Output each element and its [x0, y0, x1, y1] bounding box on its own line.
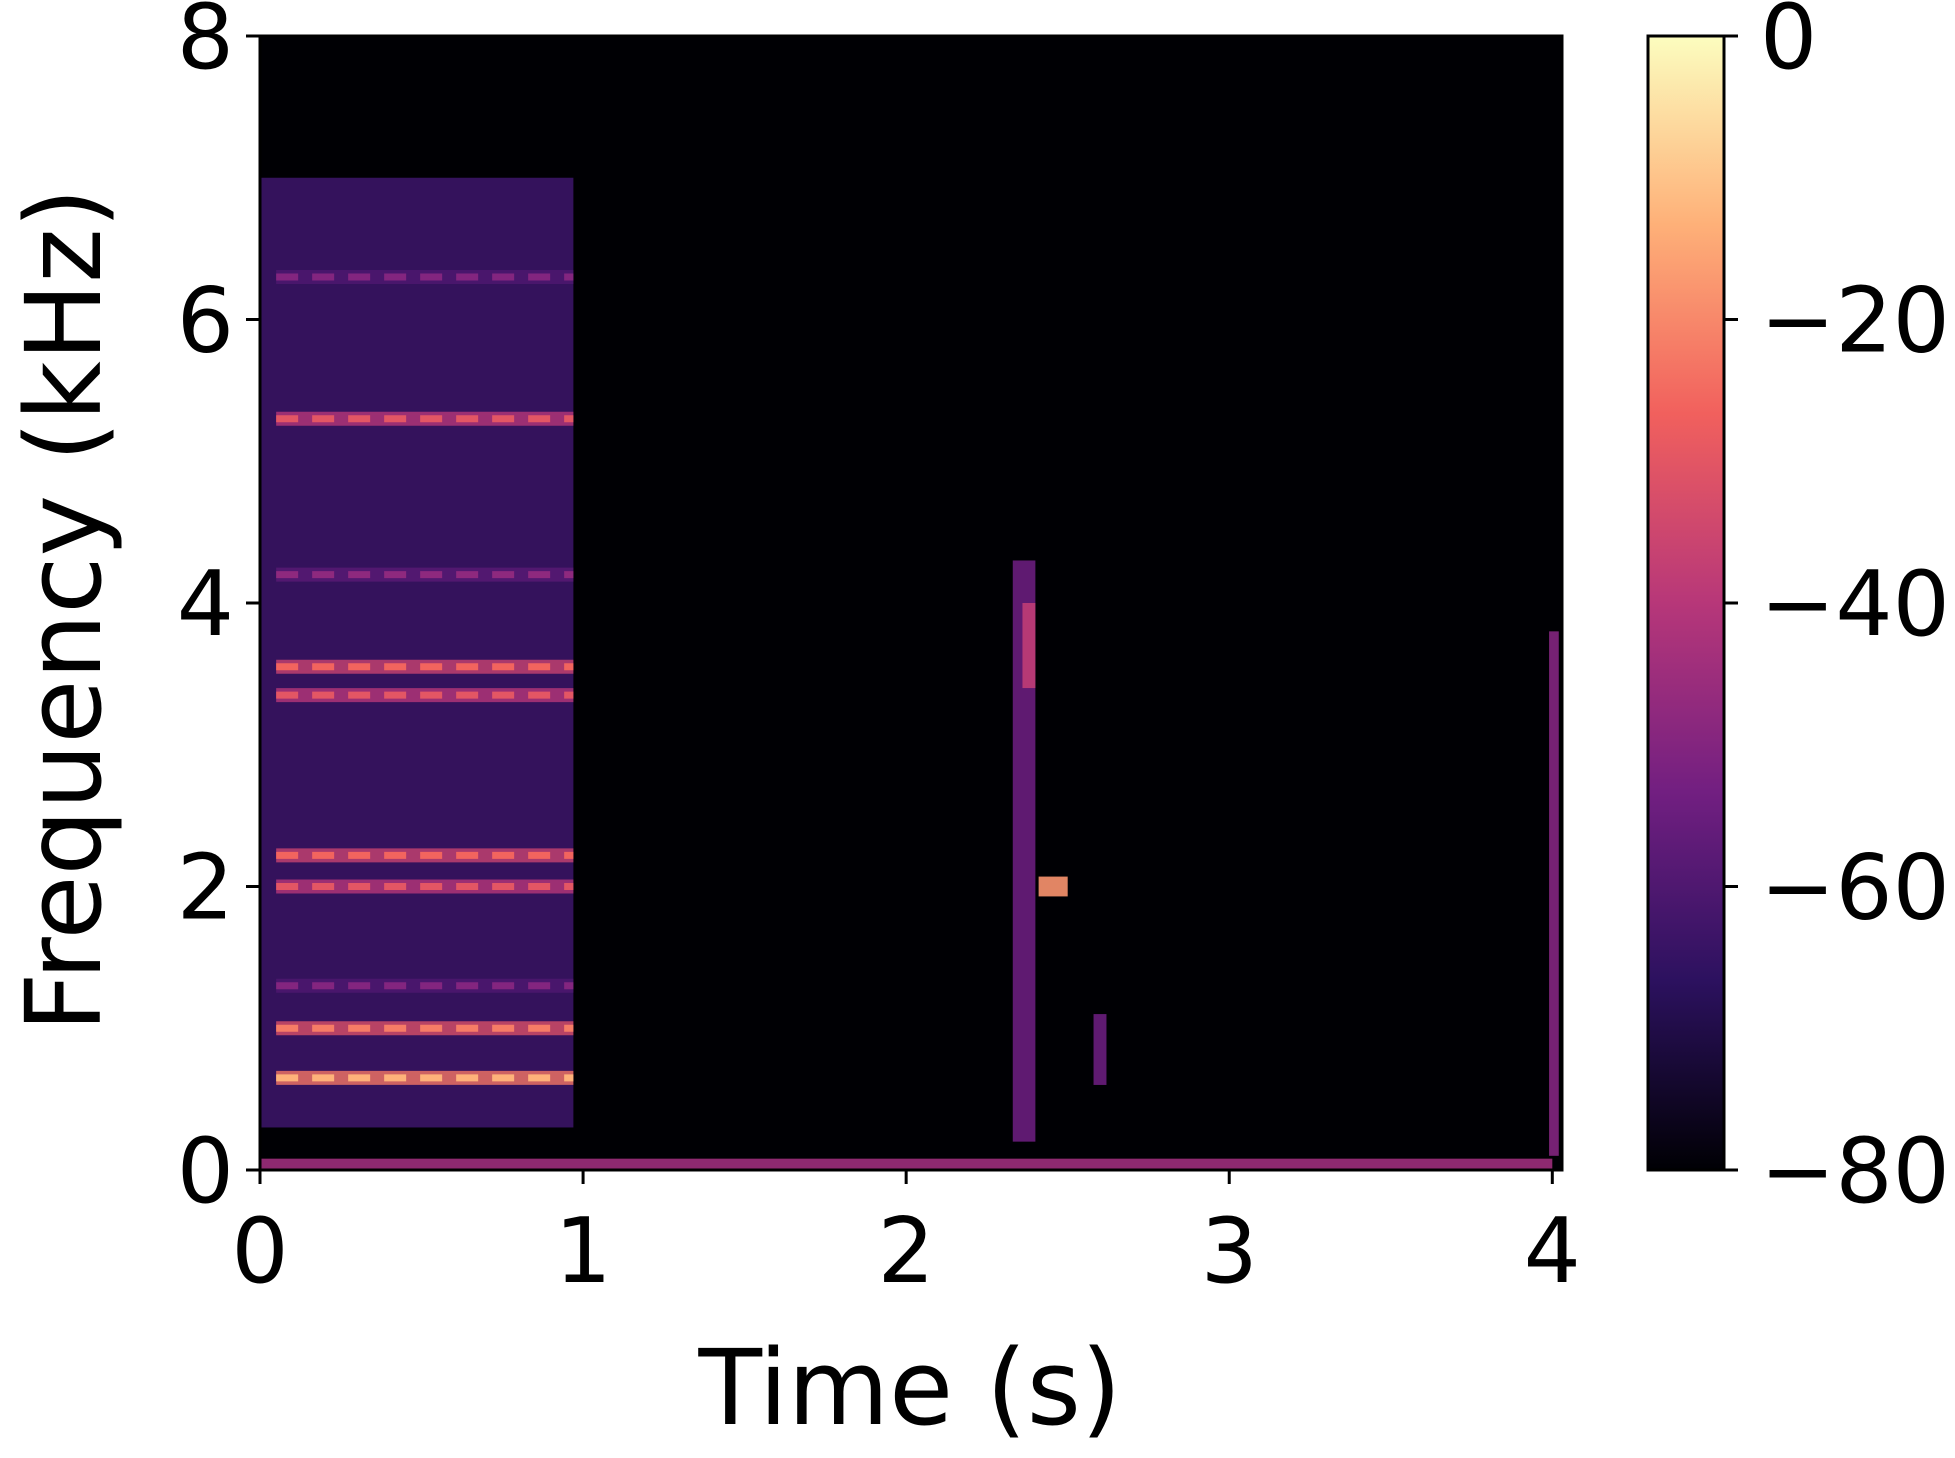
spectrogram-event-5 — [1549, 631, 1559, 1156]
colorbar: 0 −20 −40 −60 −80 — [1646, 0, 1950, 1224]
spectrogram-event-1 — [1012, 560, 1036, 1142]
spectrogram-image — [260, 36, 1562, 1170]
x-tick-label-0: 0 — [231, 1199, 288, 1304]
colorbar-tick-label-1: −20 — [1760, 269, 1950, 374]
spectrogram-event-0 — [260, 177, 574, 1128]
x-axis-label: Time (s) — [698, 1327, 1122, 1449]
colorbar-tick-label-2: −40 — [1760, 552, 1950, 657]
colorbar-tick-label-0: 0 — [1760, 0, 1817, 90]
x-tick-label-3: 3 — [1201, 1199, 1258, 1304]
y-axis-label: Frequency (kHz) — [3, 188, 125, 1033]
x-tick-label-2: 2 — [878, 1199, 935, 1304]
spectrogram-event-2 — [1022, 603, 1036, 689]
y-tick-label-0: 0 — [177, 1119, 234, 1224]
axes: 0 1 2 3 4 0 2 4 6 8 — [177, 0, 1581, 1304]
spectrogram-event-4 — [1093, 1014, 1107, 1085]
colorbar-gradient — [1646, 34, 1726, 1172]
colorbar-tick-label-3: −60 — [1760, 836, 1950, 941]
x-tick-label-4: 4 — [1524, 1199, 1581, 1304]
x-tick-label-1: 1 — [554, 1199, 611, 1304]
y-tick-label-8: 8 — [177, 0, 234, 90]
spectrogram-event-6 — [260, 1158, 1553, 1170]
plot-area — [258, 34, 1564, 1172]
y-tick-label-4: 4 — [177, 552, 234, 657]
y-tick-label-2: 2 — [177, 836, 234, 941]
y-tick-label-6: 6 — [177, 269, 234, 374]
spectrogram-event-3 — [1038, 876, 1068, 897]
colorbar-tick-label-4: −80 — [1760, 1119, 1950, 1224]
